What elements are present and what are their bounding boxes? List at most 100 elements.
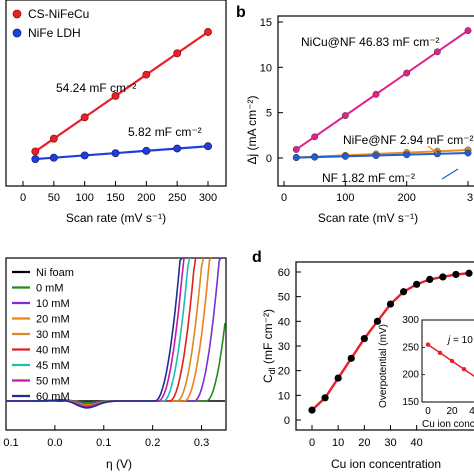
data-point — [142, 146, 151, 155]
data-point — [372, 90, 380, 98]
inset-x-axis-label: Cu ion conce — [422, 419, 474, 430]
panel-c-frame — [5, 257, 227, 431]
data-point — [452, 270, 460, 279]
data-point — [292, 154, 300, 162]
panel-a-series — [31, 28, 212, 164]
legend-label: 60 mM — [36, 391, 70, 403]
panel-d-y-axis-label-c: C — [261, 374, 275, 383]
data-point — [111, 149, 120, 158]
legend-label-cs-nifecu: CS-NiFeCu — [28, 7, 89, 21]
data-point — [372, 152, 380, 160]
inset-data-point — [461, 367, 467, 372]
data-point — [334, 374, 342, 382]
panel-c-x-axis-label: η (V) — [106, 457, 132, 471]
inset-data-point — [449, 358, 455, 364]
panel-a-legend: CS-NiFeCu NiFe LDH — [12, 7, 89, 40]
inset-annotation-j: j — [446, 335, 451, 346]
panel-letter-b: b — [236, 4, 246, 21]
data-point — [403, 151, 411, 159]
legend-label: 10 mM — [36, 298, 70, 310]
data-point — [49, 134, 58, 143]
x-tick-label: 200 — [137, 192, 155, 204]
data-point — [308, 406, 316, 414]
x-tick-label: 0.1 — [3, 437, 18, 449]
data-point — [464, 27, 472, 35]
y-tick-label: 10 — [260, 62, 272, 74]
panel-a-annotation-cs-nifecu: 54.24 mF cm⁻² — [56, 81, 136, 95]
inset-data-point — [437, 350, 443, 355]
y-tick-label: 50 — [278, 292, 290, 304]
panel-b-arrow-nife — [427, 145, 438, 154]
legend-label: 30 mM — [36, 329, 70, 341]
legend-label: 45 mM — [36, 360, 70, 372]
inset-y-axis-label: Overpotential (mV) — [378, 324, 389, 408]
panel-letter-d: d — [252, 249, 262, 266]
data-point — [311, 153, 319, 161]
x-tick-label: 300 — [199, 192, 217, 204]
data-point — [426, 275, 434, 283]
x-tick-label: 0 — [20, 192, 26, 204]
panel-c: 0.1 0.0 0.1 0.2 0.3 Ni foam 0 mM 10 mM 20 mM 30 … — [3, 257, 227, 471]
data-point — [204, 142, 212, 151]
data-point — [465, 269, 473, 277]
panel-a-x-ticks: 0 50 100 150 200 250 300 — [20, 181, 217, 204]
data-point — [464, 149, 472, 157]
y-tick-label: 30 — [278, 341, 290, 353]
inset-annotation-rest: = 10 m — [450, 335, 474, 346]
curve-45-mm — [6, 257, 191, 408]
panel-b-frame — [277, 15, 474, 187]
legend-label: 0 mM — [36, 283, 64, 295]
panel-b-annotation-nicu: NiCu@NF 46.83 mF cm⁻² — [301, 35, 440, 49]
data-point — [80, 113, 89, 122]
inset-x-tick-label: 4 — [469, 406, 474, 417]
x-tick-label: 20 — [358, 437, 370, 449]
panel-d-x-axis-label: Cu ion concentration — [331, 457, 441, 471]
x-tick-label: 0.3 — [194, 437, 209, 449]
panel-b-arrow-nf — [441, 168, 459, 180]
y-tick-label: 15 — [260, 17, 272, 29]
data-point — [386, 300, 395, 308]
x-tick-label: 0.0 — [47, 437, 62, 449]
fit-line-nife-ldh — [35, 145, 209, 161]
inset-y-tick-label: 150 — [402, 397, 419, 408]
panel-d-y-axis-label: Cdl (mF cm⁻²) — [261, 309, 277, 383]
x-tick-label: 100 — [336, 192, 354, 204]
data-point — [439, 273, 447, 281]
inset-annotation: j = 10 m — [446, 335, 474, 346]
inset-data-point — [425, 342, 431, 347]
data-point — [413, 280, 421, 288]
x-tick-label: 30 — [384, 437, 396, 449]
panel-c-curves — [6, 257, 226, 409]
legend-label: 40 mM — [36, 345, 70, 357]
data-point — [311, 133, 319, 141]
data-point — [111, 92, 120, 100]
x-tick-label: 0.1 — [96, 437, 111, 449]
panel-a: 0 50 100 150 200 250 300 CS-NiFeCu NiFe LDH 54… — [5, 0, 227, 225]
y-tick-label: 10 — [278, 390, 290, 402]
panel-b-annotation-nife: NiFe@NF 2.94 mF cm⁻² — [343, 133, 474, 147]
inset-y-tick-label: 300 — [402, 315, 419, 326]
y-tick-label: 5 — [266, 108, 272, 120]
data-point — [142, 70, 151, 79]
x-tick-label: 150 — [106, 192, 124, 204]
x-tick-label: 3 — [467, 192, 473, 204]
data-point — [321, 394, 329, 402]
panel-d-y-axis-label-sub: dl — [267, 367, 277, 374]
panel-d-series — [308, 269, 473, 414]
data-point — [31, 147, 40, 156]
panel-d-ticks: 0 10 20 30 40 50 60 0 10 20 30 40 — [278, 267, 423, 449]
panel-a-annotation-nife-ldh: 5.82 mF cm⁻² — [128, 125, 202, 139]
data-point — [360, 335, 368, 343]
y-tick-label: 0 — [284, 415, 290, 427]
inset-x-tick-label: 20 — [446, 406, 458, 417]
data-point — [173, 144, 182, 153]
y-tick-label: 0 — [266, 153, 272, 165]
legend-label-nife-ldh: NiFe LDH — [28, 26, 81, 40]
panel-c-x-ticks: 0.1 0.0 0.1 0.2 0.3 — [3, 425, 209, 449]
data-point — [173, 49, 182, 58]
legend-marker-nife-ldh — [12, 28, 22, 38]
x-tick-label: 50 — [48, 192, 60, 204]
x-tick-label: 100 — [75, 192, 93, 204]
data-point — [433, 48, 441, 56]
